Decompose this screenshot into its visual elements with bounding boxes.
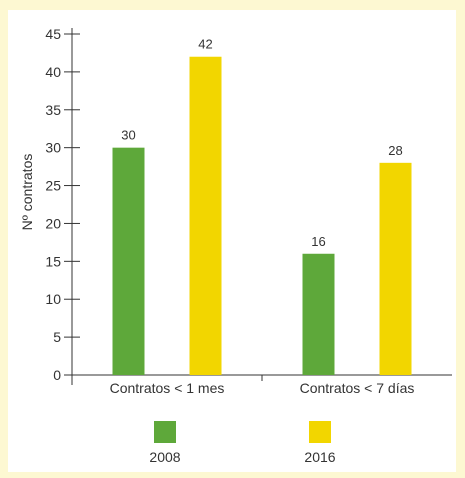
axes: 0 5 10 15 20 25 30 35 40 45 Contratos < 1 mes Contr… (45, 26, 452, 396)
bar-value-label: 42 (198, 37, 212, 52)
legend-swatch (309, 421, 331, 443)
legend-swatch (154, 421, 176, 443)
y-tick-label: 10 (45, 291, 61, 307)
y-axis-label: Nº contratos (19, 154, 35, 231)
bars: 30 42 16 28 (112, 37, 412, 375)
legend-label: 2016 (304, 449, 335, 465)
legend-label: 2008 (149, 449, 180, 465)
legend: 2008 2016 (149, 421, 336, 465)
bar (112, 147, 145, 375)
y-tick-label: 45 (45, 26, 61, 42)
y-tick-label: 30 (45, 140, 61, 156)
y-tick-label: 40 (45, 64, 61, 80)
bar-value-label: 30 (121, 128, 135, 143)
y-tick-label: 0 (53, 367, 61, 383)
y-tick-label: 35 (45, 102, 61, 118)
x-category-label: Contratos < 1 mes (110, 380, 225, 396)
x-category-label: Contratos < 7 días (300, 380, 415, 396)
bar (379, 162, 412, 375)
y-tick-label: 20 (45, 215, 61, 231)
y-tick-label: 15 (45, 253, 61, 269)
bar-value-label: 16 (311, 234, 325, 249)
bar (302, 253, 335, 375)
y-tick-label: 25 (45, 178, 61, 194)
bar-value-label: 28 (388, 143, 402, 158)
bar (189, 56, 222, 375)
y-tick-label: 5 (53, 329, 61, 345)
